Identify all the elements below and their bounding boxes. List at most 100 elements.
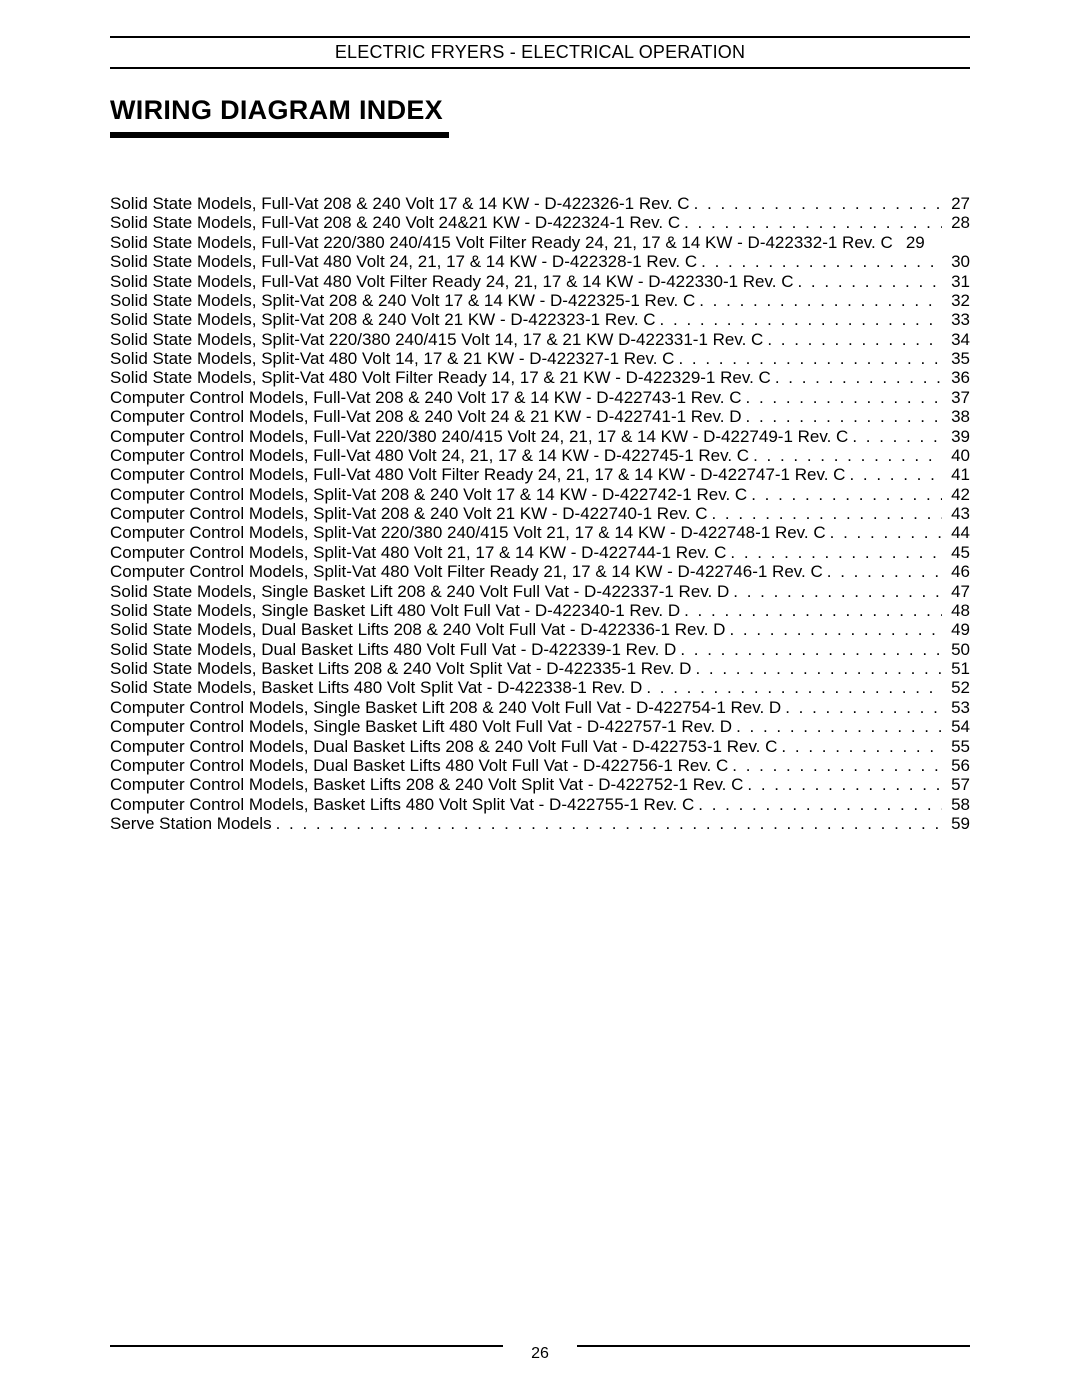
index-row: Computer Control Models, Full-Vat 480 Vo… bbox=[110, 446, 970, 465]
index-label: Solid State Models, Full-Vat 208 & 240 V… bbox=[110, 194, 690, 213]
leader-dots bbox=[728, 756, 942, 775]
page-number: 26 bbox=[503, 1345, 577, 1363]
index-page: 38 bbox=[942, 407, 970, 426]
index-page: 45 bbox=[942, 543, 970, 562]
index-label: Solid State Models, Full-Vat 480 Volt 24… bbox=[110, 252, 697, 271]
leader-dots bbox=[690, 194, 942, 213]
index-label: Solid State Models, Basket Lifts 480 Vol… bbox=[110, 678, 642, 697]
index-label: Solid State Models, Split-Vat 208 & 240 … bbox=[110, 310, 656, 329]
leader-dots bbox=[656, 310, 942, 329]
leader-dots bbox=[742, 388, 943, 407]
index-row: Solid State Models, Full-Vat 208 & 240 V… bbox=[110, 194, 970, 213]
index-label: Solid State Models, Single Basket Lift 4… bbox=[110, 601, 680, 620]
section-title-wrap: WIRING DIAGRAM INDEX bbox=[110, 95, 449, 138]
index-label: Solid State Models, Dual Basket Lifts 48… bbox=[110, 640, 676, 659]
index-page: 31 bbox=[942, 272, 970, 291]
index-row: Computer Control Models, Split-Vat 480 V… bbox=[110, 543, 970, 562]
index-page: 34 bbox=[942, 330, 970, 349]
index-label: Computer Control Models, Split-Vat 220/3… bbox=[110, 523, 826, 542]
index-label: Solid State Models, Split-Vat 480 Volt F… bbox=[110, 368, 771, 387]
section-title: WIRING DIAGRAM INDEX bbox=[110, 95, 443, 125]
index-row: Solid State Models, Full-Vat 480 Volt Fi… bbox=[110, 272, 970, 291]
index-label: Solid State Models, Dual Basket Lifts 20… bbox=[110, 620, 725, 639]
index-row: Computer Control Models, Dual Basket Lif… bbox=[110, 756, 970, 775]
index-label: Computer Control Models, Full-Vat 208 & … bbox=[110, 388, 742, 407]
index-row: Computer Control Models, Basket Lifts 20… bbox=[110, 775, 970, 794]
leader-dots bbox=[777, 737, 942, 756]
index-label: Computer Control Models, Basket Lifts 20… bbox=[110, 775, 743, 794]
index-row: Solid State Models, Split-Vat 208 & 240 … bbox=[110, 310, 970, 329]
index-row: Computer Control Models, Full-Vat 220/38… bbox=[110, 427, 970, 446]
index-row: Computer Control Models, Full-Vat 208 & … bbox=[110, 388, 970, 407]
index-row: Computer Control Models, Split-Vat 208 &… bbox=[110, 485, 970, 504]
index-list: Solid State Models, Full-Vat 208 & 240 V… bbox=[110, 194, 970, 833]
footer: 26 bbox=[110, 1337, 970, 1355]
index-page: 37 bbox=[942, 388, 970, 407]
leader-dots bbox=[725, 620, 942, 639]
footer-rule-right bbox=[577, 1345, 970, 1347]
index-page: 29 bbox=[897, 233, 925, 252]
index-row: Computer Control Models, Split-Vat 208 &… bbox=[110, 504, 970, 523]
leader-dots bbox=[680, 601, 942, 620]
index-label: Computer Control Models, Split-Vat 480 V… bbox=[110, 543, 726, 562]
index-page: 44 bbox=[942, 523, 970, 542]
index-page: 54 bbox=[942, 717, 970, 736]
index-label: Computer Control Models, Full-Vat 480 Vo… bbox=[110, 465, 845, 484]
header-rule bbox=[110, 67, 970, 69]
index-page: 53 bbox=[942, 698, 970, 717]
leader-dots bbox=[674, 349, 942, 368]
index-label: Computer Control Models, Split-Vat 480 V… bbox=[110, 562, 823, 581]
leader-dots bbox=[642, 678, 942, 697]
index-page: 59 bbox=[942, 814, 970, 833]
index-label: Solid State Models, Single Basket Lift 2… bbox=[110, 582, 729, 601]
index-page: 46 bbox=[942, 562, 970, 581]
index-page: 32 bbox=[942, 291, 970, 310]
index-page: 57 bbox=[942, 775, 970, 794]
index-label: Solid State Models, Full-Vat 480 Volt Fi… bbox=[110, 272, 793, 291]
index-page: 51 bbox=[942, 659, 970, 678]
leader-dots bbox=[743, 775, 942, 794]
index-row: Computer Control Models, Split-Vat 480 V… bbox=[110, 562, 970, 581]
index-page: 55 bbox=[942, 737, 970, 756]
index-row: Computer Control Models, Single Basket L… bbox=[110, 698, 970, 717]
index-label: Computer Control Models, Dual Basket Lif… bbox=[110, 737, 777, 756]
index-label: Computer Control Models, Single Basket L… bbox=[110, 717, 732, 736]
index-page: 28 bbox=[942, 213, 970, 232]
leader-dots bbox=[680, 213, 942, 232]
leader-dots bbox=[272, 814, 942, 833]
leader-dots bbox=[771, 368, 942, 387]
index-row: Solid State Models, Split-Vat 208 & 240 … bbox=[110, 291, 970, 310]
leader-dots bbox=[695, 291, 942, 310]
index-page: 50 bbox=[942, 640, 970, 659]
leader-dots bbox=[732, 717, 942, 736]
index-page: 42 bbox=[942, 485, 970, 504]
index-row: Solid State Models, Single Basket Lift 2… bbox=[110, 582, 970, 601]
index-row: Solid State Models, Full-Vat 480 Volt 24… bbox=[110, 252, 970, 271]
index-row: Computer Control Models, Full-Vat 480 Vo… bbox=[110, 465, 970, 484]
index-row: Solid State Models, Basket Lifts 480 Vol… bbox=[110, 678, 970, 697]
index-label: Serve Station Models bbox=[110, 814, 272, 833]
page: ELECTRIC FRYERS - ELECTRICAL OPERATION W… bbox=[0, 0, 1080, 1397]
leader-dots bbox=[823, 562, 942, 581]
page-header: ELECTRIC FRYERS - ELECTRICAL OPERATION bbox=[110, 40, 970, 67]
index-row: Computer Control Models, Dual Basket Lif… bbox=[110, 737, 970, 756]
index-page: 48 bbox=[942, 601, 970, 620]
index-row: Solid State Models, Split-Vat 480 Volt 1… bbox=[110, 349, 970, 368]
index-row: Solid State Models, Split-Vat 480 Volt F… bbox=[110, 368, 970, 387]
leader-dots bbox=[826, 523, 942, 542]
index-label: Solid State Models, Basket Lifts 208 & 2… bbox=[110, 659, 691, 678]
index-label: Solid State Models, Full-Vat 208 & 240 V… bbox=[110, 213, 680, 232]
index-label: Computer Control Models, Split-Vat 208 &… bbox=[110, 485, 747, 504]
index-label: Solid State Models, Split-Vat 208 & 240 … bbox=[110, 291, 695, 310]
leader-dots bbox=[729, 582, 942, 601]
index-row: Solid State Models, Split-Vat 220/380 24… bbox=[110, 330, 970, 349]
leader-dots bbox=[781, 698, 942, 717]
index-row: Solid State Models, Dual Basket Lifts 20… bbox=[110, 620, 970, 639]
index-page: 56 bbox=[942, 756, 970, 775]
index-label: Computer Control Models, Dual Basket Lif… bbox=[110, 756, 728, 775]
index-page: 52 bbox=[942, 678, 970, 697]
index-row: Computer Control Models, Basket Lifts 48… bbox=[110, 795, 970, 814]
leader-dots bbox=[742, 407, 943, 426]
leader-dots bbox=[749, 446, 942, 465]
leader-dots bbox=[697, 252, 942, 271]
